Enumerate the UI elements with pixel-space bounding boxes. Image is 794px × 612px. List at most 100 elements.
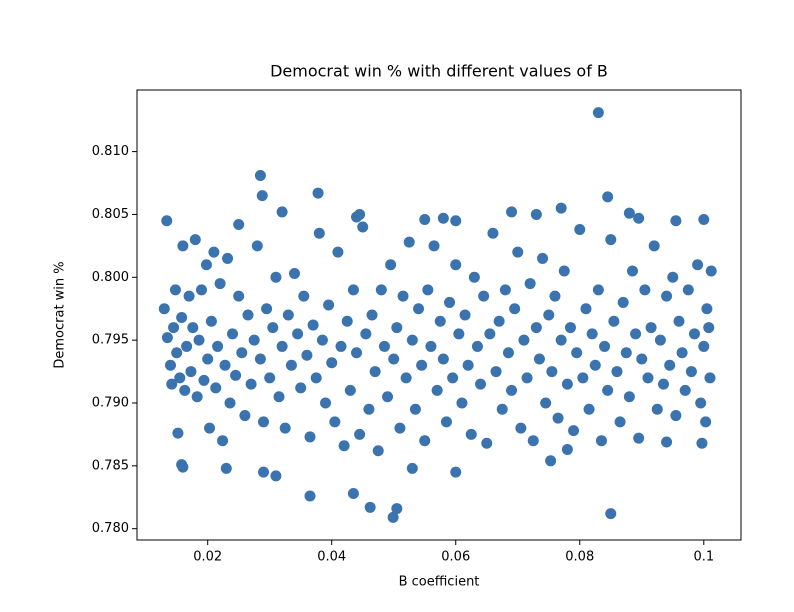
point bbox=[347, 487, 359, 499]
point bbox=[279, 422, 291, 434]
plot-frame bbox=[136, 89, 742, 541]
point bbox=[468, 271, 480, 283]
point bbox=[191, 391, 203, 403]
point bbox=[161, 332, 173, 344]
point bbox=[313, 227, 325, 239]
point bbox=[212, 340, 224, 352]
point bbox=[515, 422, 527, 434]
y-axis-label: Democrat win % bbox=[53, 261, 68, 368]
point bbox=[701, 303, 713, 315]
point bbox=[258, 466, 270, 478]
point bbox=[549, 290, 561, 302]
point bbox=[633, 432, 645, 444]
point bbox=[214, 278, 226, 290]
point bbox=[555, 202, 567, 214]
point bbox=[564, 322, 576, 334]
x-tick-label: 0.04 bbox=[317, 550, 346, 565]
point bbox=[561, 443, 573, 455]
point bbox=[344, 384, 356, 396]
point bbox=[661, 436, 673, 448]
x-tick-label: 0.08 bbox=[565, 550, 594, 565]
point bbox=[639, 284, 651, 296]
point bbox=[200, 259, 212, 271]
point bbox=[437, 212, 449, 224]
point bbox=[496, 403, 508, 415]
point bbox=[323, 299, 335, 311]
point bbox=[307, 319, 319, 331]
point bbox=[518, 334, 530, 346]
point bbox=[484, 328, 496, 340]
point bbox=[502, 347, 514, 359]
point bbox=[425, 340, 437, 352]
point bbox=[558, 265, 570, 277]
point bbox=[682, 284, 694, 296]
point bbox=[164, 359, 176, 371]
point bbox=[378, 340, 390, 352]
point bbox=[298, 290, 310, 302]
point bbox=[633, 212, 645, 224]
point bbox=[456, 397, 468, 409]
point bbox=[617, 296, 629, 308]
point bbox=[696, 437, 708, 449]
point bbox=[620, 347, 632, 359]
point bbox=[195, 284, 207, 296]
point bbox=[304, 490, 316, 502]
point bbox=[645, 322, 657, 334]
point bbox=[661, 290, 673, 302]
point bbox=[437, 353, 449, 365]
point bbox=[166, 378, 178, 390]
point bbox=[447, 372, 459, 384]
point bbox=[521, 372, 533, 384]
point bbox=[329, 416, 341, 428]
point bbox=[642, 372, 654, 384]
point bbox=[245, 378, 257, 390]
point bbox=[276, 206, 288, 218]
point bbox=[351, 347, 363, 359]
point bbox=[172, 427, 184, 439]
point bbox=[490, 366, 502, 378]
point bbox=[168, 322, 180, 334]
point bbox=[459, 309, 471, 321]
point bbox=[391, 322, 403, 334]
point bbox=[326, 357, 338, 369]
point bbox=[630, 328, 642, 340]
point bbox=[282, 309, 294, 321]
point bbox=[602, 384, 614, 396]
point bbox=[320, 397, 332, 409]
point bbox=[183, 290, 195, 302]
point bbox=[310, 372, 322, 384]
point bbox=[285, 359, 297, 371]
point bbox=[698, 213, 710, 225]
point bbox=[256, 190, 268, 202]
point bbox=[364, 501, 376, 513]
point bbox=[654, 334, 666, 346]
point bbox=[636, 353, 648, 365]
point bbox=[372, 445, 384, 457]
point bbox=[543, 309, 555, 321]
point bbox=[481, 437, 493, 449]
y-tick-label: 0.805 bbox=[92, 207, 129, 222]
point bbox=[409, 403, 421, 415]
point bbox=[385, 259, 397, 271]
point bbox=[546, 366, 558, 378]
point bbox=[400, 372, 412, 384]
point bbox=[471, 340, 483, 352]
point bbox=[251, 240, 263, 252]
point bbox=[422, 284, 434, 296]
point bbox=[289, 268, 301, 280]
point bbox=[292, 328, 304, 340]
point bbox=[506, 384, 518, 396]
point bbox=[406, 334, 418, 346]
point bbox=[704, 372, 716, 384]
point bbox=[208, 246, 220, 258]
point bbox=[217, 435, 229, 447]
point bbox=[233, 290, 245, 302]
chart-title: Democrat win % with different values of … bbox=[270, 62, 608, 81]
point bbox=[589, 359, 601, 371]
y-tick-label: 0.800 bbox=[92, 270, 129, 285]
point bbox=[611, 366, 623, 378]
point bbox=[242, 309, 254, 321]
point bbox=[537, 252, 549, 264]
